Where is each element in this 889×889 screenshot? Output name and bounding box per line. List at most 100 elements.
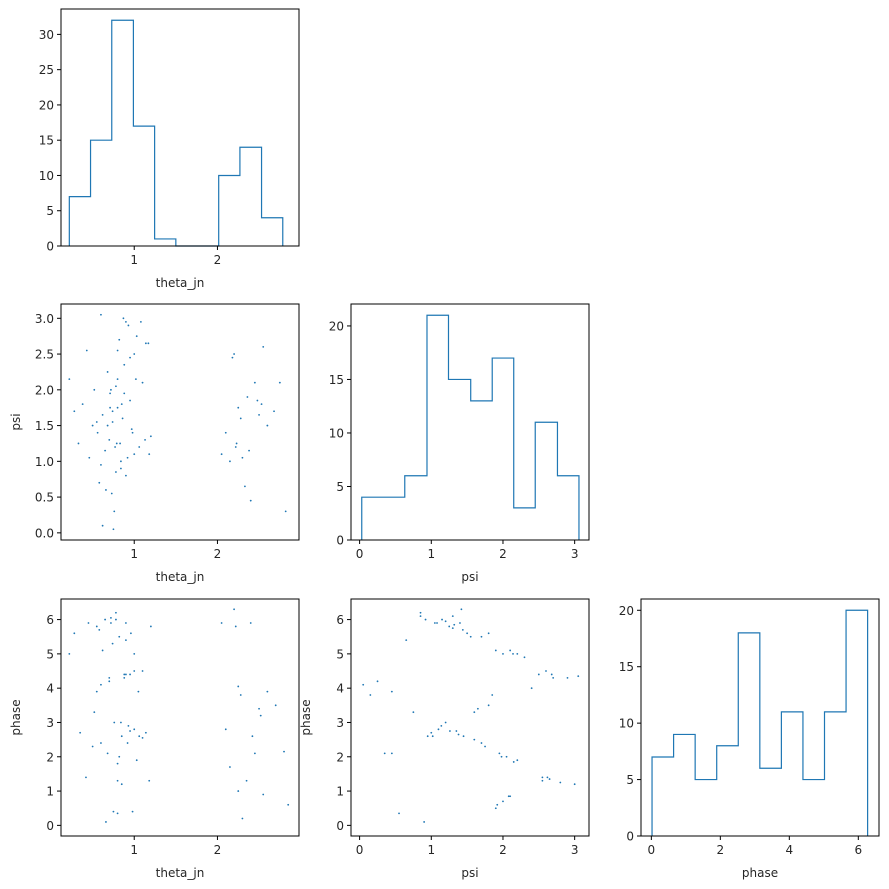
scatter-point <box>444 721 447 724</box>
scatter-point <box>241 456 244 459</box>
scatter-point <box>133 353 136 355</box>
scatter-point <box>138 735 141 738</box>
scatter-point <box>115 618 117 621</box>
scatter-point <box>287 803 290 806</box>
scatter-point <box>125 639 127 642</box>
histogram-step-line <box>651 609 869 836</box>
scatter-point <box>129 399 131 402</box>
scatter-point <box>577 675 580 678</box>
scatter-point <box>113 721 116 724</box>
scatter-point <box>451 627 454 630</box>
histogram-step-line <box>361 314 580 540</box>
scatter-point <box>105 489 107 491</box>
y-tick-label: 1 <box>46 785 54 799</box>
scatter-point <box>541 776 544 779</box>
scatter-point <box>274 704 277 707</box>
scatter-point <box>129 673 131 676</box>
scatter-point <box>487 704 490 707</box>
y-tick-label: 2.0 <box>35 383 54 397</box>
scatter-point <box>451 615 454 618</box>
x-tick-label: 3 <box>571 843 579 857</box>
scatter-point <box>95 625 98 628</box>
scatter-point <box>256 399 259 402</box>
scatter-point <box>459 622 461 624</box>
scatter-point <box>480 635 483 638</box>
scatter-point <box>130 632 132 635</box>
scatter-point <box>480 742 483 744</box>
scatter-point <box>112 528 115 531</box>
y-axis-label: phase <box>299 699 313 735</box>
scatter-point <box>253 381 256 384</box>
scatter-point <box>127 324 130 327</box>
x-tick-label: 1 <box>130 843 138 857</box>
axes-frame <box>640 598 880 837</box>
scatter-point <box>283 750 285 753</box>
scatter-point <box>104 449 107 452</box>
y-tick-label: 3.0 <box>35 312 54 326</box>
scatter-point <box>461 628 464 631</box>
panel-scatter-psi-phase: 0 1 2 3 0 1 2 3 4 5 6 psi phase <box>299 598 590 880</box>
scatter-point <box>149 435 152 438</box>
x-tick-label: 1 <box>130 253 138 267</box>
scatter-point <box>126 456 129 459</box>
scatter-point <box>469 635 472 638</box>
scatter-point <box>133 453 136 456</box>
scatter-point <box>100 464 102 466</box>
y-tick-label: 3 <box>46 716 54 730</box>
scatter-point <box>113 510 116 513</box>
y-tick-label: 2.5 <box>35 348 54 362</box>
scatter-point <box>383 752 386 755</box>
scatter-point <box>448 625 451 628</box>
y-tick-label: 30 <box>39 28 54 42</box>
x-tick-label: 0 <box>648 843 656 857</box>
scatter-point <box>253 752 256 755</box>
scatter-point <box>239 694 242 696</box>
scatter-point <box>552 676 555 679</box>
scatter-point <box>233 353 235 355</box>
axes-frame <box>60 598 300 837</box>
x-tick-label: 1 <box>427 843 435 857</box>
scatter-point <box>516 759 519 762</box>
scatter-point <box>115 611 117 614</box>
scatter-point <box>116 349 119 352</box>
scatter-point <box>390 752 393 755</box>
x-tick-label: 1 <box>427 547 435 561</box>
x-axis-label: psi <box>461 570 478 584</box>
x-axis-label: psi <box>461 866 478 880</box>
scatter-point <box>436 622 438 624</box>
scatter-point <box>125 673 127 676</box>
scatter-point <box>68 378 71 380</box>
scatter-point <box>123 363 126 366</box>
scatter-point <box>93 711 96 714</box>
scatter-point <box>123 392 126 395</box>
panel-scatter-theta_jn-phase: 1 2 0 1 2 3 4 5 6 theta_jn phase <box>9 598 300 880</box>
x-tick-label: 2 <box>214 843 222 857</box>
scatter-point <box>412 711 415 714</box>
scatter-point <box>98 628 101 631</box>
scatter-point <box>110 492 113 495</box>
scatter-point <box>437 728 440 731</box>
scatter-point <box>121 417 124 420</box>
scatter-point <box>455 730 458 732</box>
scatter-point <box>550 673 553 676</box>
scatter-point <box>98 481 101 484</box>
scatter-point <box>96 431 99 434</box>
panel-scatter-theta_jn-psi: 1 2 0.0 0.5 1.0 1.5 2.0 2.5 3.0 theta_jn psi <box>9 303 300 584</box>
scatter-point <box>573 783 576 786</box>
y-axis-label: psi <box>9 413 23 430</box>
scatter-point <box>566 676 569 679</box>
scatter-point <box>398 812 400 815</box>
scatter-point <box>509 649 512 652</box>
scatter-point <box>108 438 111 441</box>
scatter-point <box>101 649 104 652</box>
histogram-step-line <box>68 19 284 247</box>
scatter-point <box>129 730 131 732</box>
y-tick-label: 15 <box>329 373 344 387</box>
scatter-point <box>509 795 512 798</box>
scatter-point <box>229 766 231 768</box>
scatter-point <box>129 356 131 359</box>
scatter-point <box>237 790 240 792</box>
scatter-point <box>120 735 123 738</box>
scatter-point <box>239 417 242 420</box>
panel-hist-phase: 0 2 4 6 0 5 10 15 20 phase <box>619 598 880 880</box>
